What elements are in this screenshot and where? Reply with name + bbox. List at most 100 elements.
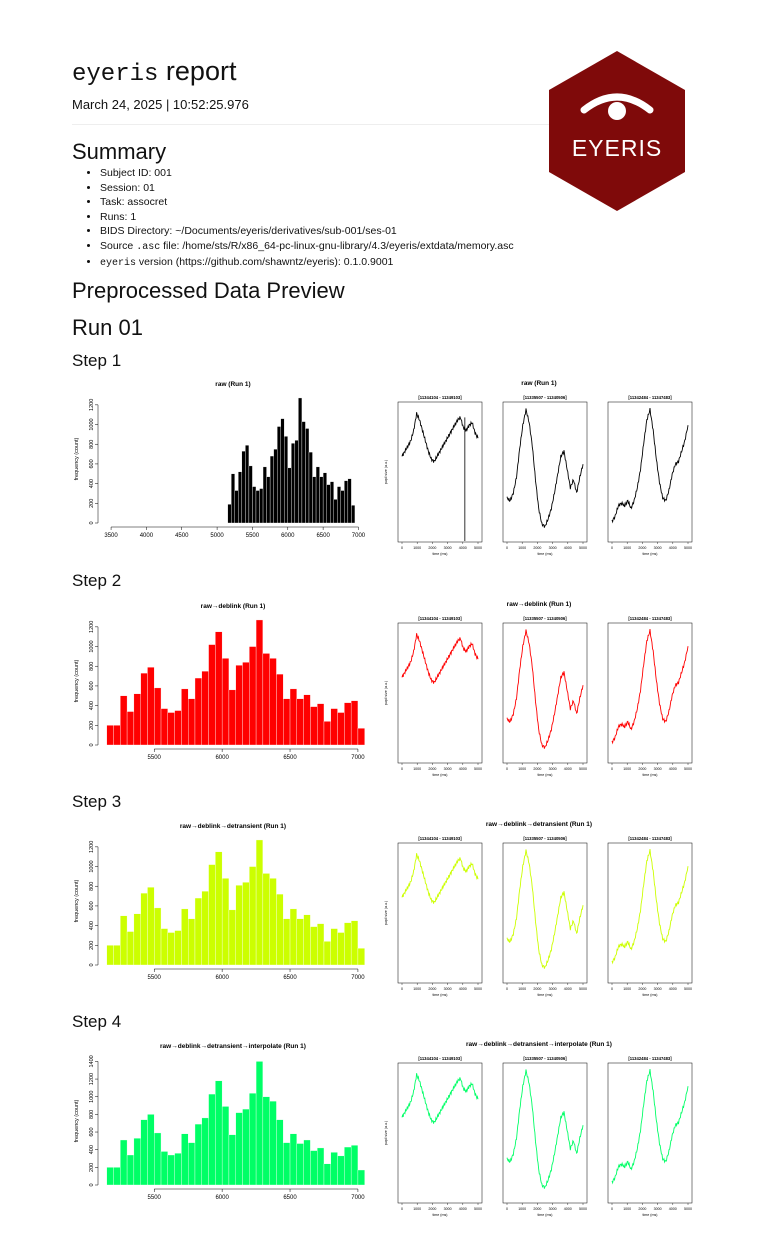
- x-tick-label: 4000: [564, 987, 572, 991]
- histogram-bar: [235, 665, 243, 746]
- x-tick-label: 5000: [684, 767, 692, 771]
- panel-frame: [607, 1062, 693, 1204]
- pupil-trace: [506, 849, 584, 969]
- histogram-bar: [113, 1167, 121, 1186]
- summary-runs: Runs: 1: [100, 210, 514, 225]
- histogram-bar: [269, 658, 277, 746]
- histogram-bar: [310, 1150, 318, 1186]
- histogram-bar: [344, 702, 352, 746]
- histogram-bar: [350, 1145, 359, 1186]
- summary-session: Session: 01: [100, 181, 514, 196]
- pupil-trace: [401, 1073, 479, 1124]
- report-title-suffix: report: [158, 56, 237, 86]
- x-tick-label: 4000: [669, 987, 677, 991]
- y-tick-label: 0: [89, 1183, 95, 1186]
- histogram-bar: [174, 1153, 182, 1186]
- histogram-bar: [317, 923, 325, 966]
- x-tick-label: 1000: [413, 1207, 421, 1211]
- histogram-bar: [283, 918, 291, 966]
- histogram-bar: [337, 486, 341, 524]
- version-package: eyeris: [100, 258, 137, 269]
- histogram-step-3: raw→deblink→detransient (Run 1)5500 6000 6…: [74, 823, 365, 981]
- x-tick-label: 1000: [623, 987, 631, 991]
- x-tick-label: 3000: [444, 767, 452, 771]
- x-tick-label: 5500: [246, 533, 260, 539]
- x-tick-label: 5000: [474, 987, 482, 991]
- histogram-bar: [262, 466, 267, 524]
- histogram-bar: [106, 945, 114, 966]
- x-axis-label: time (ms): [433, 1213, 448, 1217]
- y-tick-label: 600: [89, 901, 95, 910]
- source-extension: .asc: [136, 241, 161, 253]
- histogram-bar: [319, 476, 324, 524]
- pupil-trace: [611, 849, 689, 965]
- histogram-bar: [312, 476, 317, 524]
- histogram-title: raw→deblink→detransient→interpolate (Run…: [160, 1043, 306, 1050]
- histogram-bar: [181, 1133, 189, 1186]
- x-tick-label: 0: [506, 767, 508, 771]
- pupil-trace: [506, 408, 584, 528]
- histogram-bar: [330, 928, 338, 966]
- logo-text: EYERIS: [572, 135, 662, 161]
- histogram-bar: [249, 646, 257, 746]
- histogram-bar: [242, 882, 250, 966]
- timeseries-step-1: raw (Run 1) [11344104 - 11349103] 0 1000 200…: [384, 380, 693, 556]
- histogram-bar: [167, 1154, 175, 1186]
- logo-hexagon: [549, 51, 685, 211]
- histogram-bar: [303, 694, 311, 746]
- timeseries-title: raw→deblink→detransient→interpolate (Run…: [466, 1041, 612, 1048]
- histogram-bar: [126, 1154, 135, 1186]
- x-tick-label: 5000: [474, 767, 482, 771]
- histogram-bar: [228, 909, 236, 966]
- x-axis-label: time (ms): [643, 773, 658, 777]
- histogram-bar: [323, 941, 331, 966]
- x-tick-label: 5500: [148, 975, 162, 981]
- panel-frame: [502, 622, 588, 764]
- summary-version: eyeris version (https://github.com/shawn…: [100, 255, 514, 272]
- y-tick-label: 800: [89, 882, 95, 891]
- x-axis-label: time (ms): [643, 552, 658, 556]
- histogram-bar: [147, 667, 155, 746]
- panel-frame: [607, 401, 693, 543]
- histogram-bar: [227, 504, 232, 524]
- x-tick-label: 1000: [518, 987, 526, 991]
- histogram-bar: [350, 920, 359, 966]
- histogram-bar: [248, 465, 253, 524]
- y-axis-label: pupil size (a.u.): [384, 1121, 388, 1145]
- x-tick-label: 7000: [351, 1195, 365, 1201]
- version-text: version (https://github.com/shawntz/eyer…: [136, 256, 394, 268]
- y-tick-label: 1000: [89, 860, 95, 872]
- x-tick-label: 0: [611, 987, 613, 991]
- y-tick-label: 600: [89, 681, 95, 690]
- y-tick-label: 400: [89, 479, 95, 488]
- histogram-title: raw (Run 1): [215, 381, 250, 388]
- histogram-bar: [235, 1112, 243, 1186]
- panel-frame: [607, 622, 693, 764]
- histogram-bar: [262, 653, 270, 746]
- histogram-bar: [317, 703, 325, 746]
- x-axis-label: time (ms): [433, 773, 448, 777]
- histogram-bar: [245, 445, 250, 524]
- x-tick-label: 6500: [316, 533, 330, 539]
- panel-title: [11344104 - 11349103]: [418, 1056, 462, 1061]
- x-tick-label: 1000: [413, 767, 421, 771]
- x-tick-label: 0: [506, 987, 508, 991]
- step-1-heading: Step 1: [72, 351, 122, 370]
- y-tick-label: 600: [89, 459, 95, 468]
- x-tick-label: 5000: [474, 546, 482, 550]
- x-tick-label: 4000: [669, 546, 677, 550]
- eye-icon: [580, 93, 654, 120]
- y-tick-label: 200: [89, 941, 95, 950]
- x-axis-label: time (ms): [538, 993, 553, 997]
- histogram-bar: [296, 918, 304, 966]
- x-tick-label: 4000: [459, 546, 467, 550]
- histogram-bar: [174, 710, 182, 746]
- x-axis-label: time (ms): [643, 1213, 658, 1217]
- x-tick-label: 3000: [549, 987, 557, 991]
- x-tick-label: 7000: [352, 533, 366, 539]
- x-tick-label: 5000: [684, 546, 692, 550]
- panel-frame: [502, 1062, 588, 1204]
- x-axis-label: time (ms): [538, 552, 553, 556]
- histogram-bar: [259, 488, 264, 524]
- histogram-bar: [140, 1119, 148, 1186]
